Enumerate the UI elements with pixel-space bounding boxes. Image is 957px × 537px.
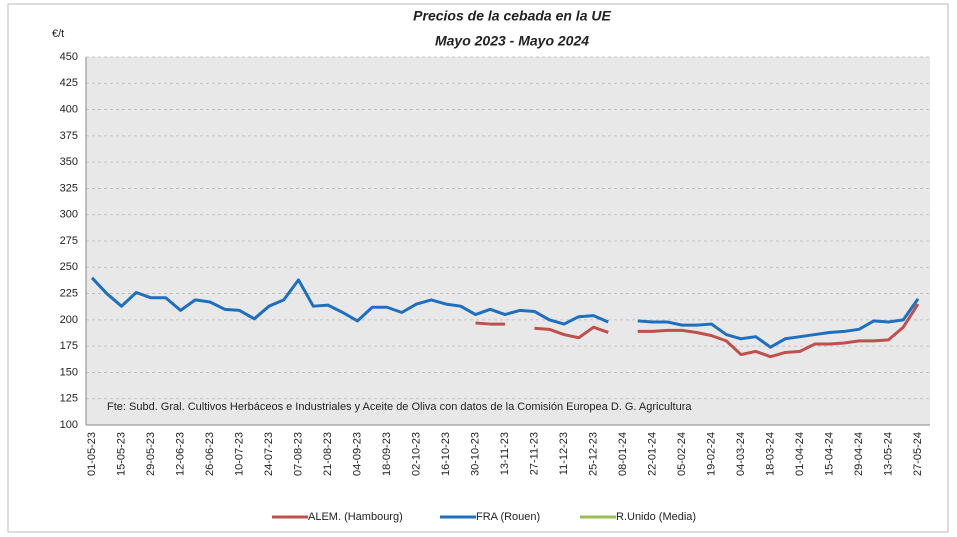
x-tick-label: 24-07-23 bbox=[263, 432, 275, 476]
y-tick-label: 275 bbox=[60, 235, 78, 247]
series-line bbox=[475, 303, 920, 359]
x-tick-label: 04-09-23 bbox=[351, 432, 363, 476]
x-tick-label: 10-07-23 bbox=[233, 432, 245, 476]
legend-label: FRA (Rouen) bbox=[476, 511, 540, 523]
y-tick-label: 250 bbox=[60, 261, 78, 273]
x-tick-label: 29-05-23 bbox=[145, 432, 157, 476]
y-tick-label: 350 bbox=[60, 156, 78, 168]
x-tick-label: 12-06-23 bbox=[174, 432, 186, 476]
y-tick-label: 100 bbox=[60, 419, 78, 431]
y-tick-label: 200 bbox=[60, 314, 78, 326]
x-tick-label: 08-01-24 bbox=[617, 432, 629, 476]
chart-border bbox=[7, 3, 949, 533]
x-tick-label: 30-10-23 bbox=[469, 432, 481, 476]
source-note: Fte: Subd. Gral. Cultivos Herbáceos e In… bbox=[107, 401, 692, 413]
x-tick-label: 11-12-23 bbox=[558, 432, 570, 475]
x-tick-label: 18-03-24 bbox=[764, 432, 776, 476]
x-tick-label: 16-10-23 bbox=[440, 432, 452, 476]
x-tick-label: 13-11-23 bbox=[499, 432, 511, 475]
legend-label: ALEM. (Hambourg) bbox=[308, 511, 403, 523]
x-tick-label: 27-05-24 bbox=[912, 432, 924, 476]
series-line bbox=[90, 276, 920, 349]
x-tick-label: 29-04-24 bbox=[853, 432, 865, 476]
chart-title: Precios de la cebada en la UE bbox=[413, 8, 611, 24]
legend-label: R.Unido (Media) bbox=[616, 511, 696, 523]
y-tick-label: 125 bbox=[60, 393, 78, 405]
x-tick-label: 05-02-24 bbox=[676, 432, 688, 476]
x-tick-label: 02-10-23 bbox=[410, 432, 422, 476]
chart-subtitle: Mayo 2023 - Mayo 2024 bbox=[435, 33, 589, 49]
x-tick-label: 07-08-23 bbox=[292, 432, 304, 476]
x-tick-label: 13-05-24 bbox=[882, 432, 894, 476]
x-tick-label: 27-11-23 bbox=[528, 432, 540, 475]
x-tick-label: 01-04-24 bbox=[794, 432, 806, 476]
y-tick-label: 175 bbox=[60, 340, 78, 352]
x-tick-label: 25-12-23 bbox=[587, 432, 599, 476]
y-tick-label: 375 bbox=[60, 130, 78, 142]
y-tick-label: 400 bbox=[60, 103, 78, 115]
x-tick-label: 21-08-23 bbox=[322, 432, 334, 476]
y-tick-label: 225 bbox=[60, 287, 78, 299]
x-tick-label: 22-01-24 bbox=[646, 432, 658, 476]
x-tick-label: 15-04-24 bbox=[823, 432, 835, 476]
y-tick-label: 150 bbox=[60, 366, 78, 378]
y-tick-label: 300 bbox=[60, 209, 78, 221]
y-tick-label: 425 bbox=[60, 77, 78, 89]
x-tick-label: 15-05-23 bbox=[115, 432, 127, 476]
y-axis-label: €/t bbox=[52, 28, 64, 40]
y-tick-label: 325 bbox=[60, 182, 78, 194]
x-tick-label: 01-05-23 bbox=[86, 432, 98, 476]
y-tick-label: 450 bbox=[60, 51, 78, 63]
x-tick-label: 26-06-23 bbox=[204, 432, 216, 476]
x-tick-label: 18-09-23 bbox=[381, 432, 393, 476]
x-tick-label: 19-02-24 bbox=[705, 432, 717, 476]
x-tick-label: 04-03-24 bbox=[735, 432, 747, 476]
